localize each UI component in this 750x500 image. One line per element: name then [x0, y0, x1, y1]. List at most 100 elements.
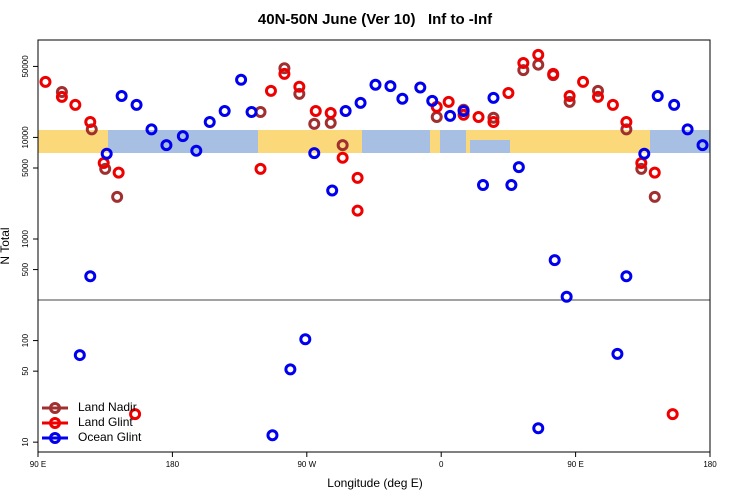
- point: [487, 115, 500, 128]
- legend-label: Land Glint: [78, 415, 133, 429]
- point: [218, 105, 231, 118]
- point: [592, 84, 604, 97]
- point: [73, 349, 86, 362]
- point: [351, 171, 364, 184]
- point: [160, 139, 173, 152]
- legend-marker: [49, 432, 61, 444]
- x-tick-label: 90 W: [297, 460, 316, 469]
- point: [278, 67, 291, 80]
- series: [73, 73, 709, 442]
- point: [426, 94, 439, 107]
- point: [299, 333, 312, 346]
- point: [532, 58, 545, 71]
- y-axis-title: N Total: [0, 227, 12, 264]
- point: [472, 110, 485, 123]
- point: [414, 81, 427, 94]
- point: [111, 190, 124, 203]
- point: [339, 105, 352, 118]
- point: [293, 80, 306, 93]
- x-tick-label: 90 E: [30, 460, 46, 469]
- point: [635, 162, 648, 175]
- point: [648, 166, 661, 179]
- chart-title: 40N-50N June (Ver 10) Inf to -Inf: [258, 11, 493, 28]
- x-tick-label: 180: [703, 460, 717, 469]
- y-tick-label: 1000: [21, 230, 30, 248]
- point: [190, 144, 203, 157]
- point: [308, 147, 321, 160]
- point: [681, 123, 694, 136]
- point: [560, 290, 573, 303]
- point: [444, 109, 457, 122]
- point: [592, 90, 604, 103]
- point: [502, 86, 515, 99]
- point: [505, 179, 518, 192]
- point: [245, 105, 258, 118]
- legend-marker: [49, 417, 61, 429]
- point: [638, 147, 651, 160]
- point: [457, 105, 470, 118]
- point: [620, 123, 633, 136]
- point: [517, 64, 530, 77]
- point: [620, 270, 633, 283]
- point: [84, 270, 97, 283]
- point: [97, 156, 110, 169]
- point: [55, 90, 68, 103]
- plot-frame: [37, 39, 711, 453]
- point: [326, 184, 339, 197]
- point: [69, 98, 82, 111]
- point: [130, 98, 143, 111]
- point: [145, 123, 158, 136]
- point: [532, 48, 545, 61]
- x-tick-label: 180: [166, 460, 180, 469]
- point: [620, 115, 633, 128]
- point: [487, 91, 500, 104]
- series: [39, 48, 679, 421]
- point: [203, 115, 216, 128]
- point: [430, 110, 443, 123]
- point: [235, 73, 248, 86]
- point: [517, 57, 530, 70]
- point: [548, 254, 561, 267]
- point: [112, 166, 125, 179]
- map-band: [38, 130, 710, 153]
- point: [354, 96, 367, 109]
- point: [336, 151, 349, 164]
- point: [384, 80, 397, 93]
- y-tick-label: 10: [21, 437, 30, 446]
- point: [324, 106, 337, 119]
- point: [99, 162, 112, 175]
- point: [266, 429, 279, 442]
- point: [39, 75, 52, 88]
- point: [309, 105, 322, 118]
- point: [336, 139, 349, 152]
- point: [487, 111, 500, 124]
- x-axis-title: Longitude (deg E): [327, 476, 422, 490]
- x-tick-label: 0: [439, 460, 444, 469]
- point: [278, 62, 291, 75]
- point: [648, 190, 661, 203]
- y-tick-label: 50: [21, 366, 30, 375]
- point: [115, 89, 128, 102]
- point: [563, 95, 576, 108]
- point: [264, 84, 277, 97]
- legend-marker: [49, 402, 61, 414]
- point: [293, 87, 306, 100]
- point: [308, 117, 321, 130]
- point: [324, 116, 337, 129]
- point: [129, 408, 142, 421]
- point: [547, 67, 560, 80]
- point: [84, 115, 97, 128]
- point: [396, 92, 409, 105]
- y-tick-label: 5000: [21, 159, 30, 177]
- point: [606, 98, 619, 111]
- point: [100, 147, 113, 160]
- point: [666, 408, 679, 421]
- y-tick-label: 50000: [21, 55, 30, 78]
- point: [477, 179, 490, 192]
- y-tick-label: 10000: [21, 126, 30, 149]
- point: [512, 161, 525, 174]
- point: [668, 98, 681, 111]
- point: [611, 347, 624, 360]
- point: [284, 363, 297, 376]
